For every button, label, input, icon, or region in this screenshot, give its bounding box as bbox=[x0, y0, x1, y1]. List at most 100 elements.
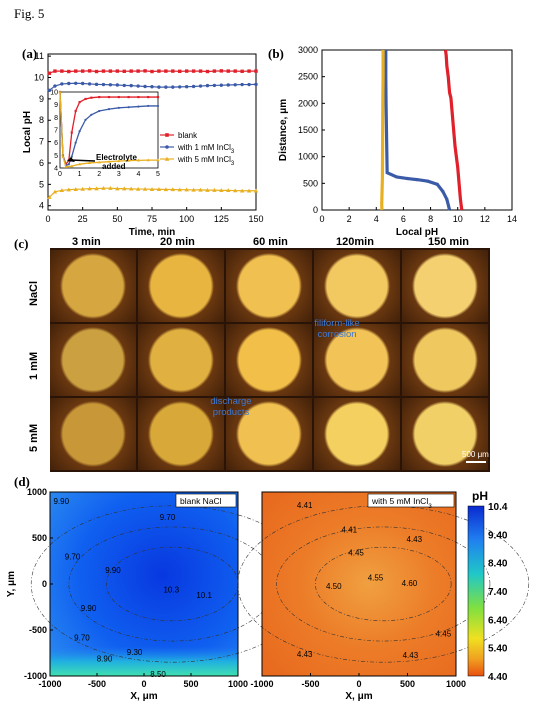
x-tick-label: 10 bbox=[453, 214, 463, 224]
data-point bbox=[233, 83, 237, 87]
data-point bbox=[84, 97, 87, 101]
row-header-1mm: 1 mM bbox=[28, 351, 40, 380]
inset-series-line bbox=[59, 91, 158, 167]
data-point bbox=[165, 133, 169, 137]
contour-label: 8.50 bbox=[150, 670, 166, 679]
y-tick-label: 5 bbox=[39, 179, 44, 189]
y-tick-label: 0 bbox=[313, 205, 318, 215]
x-tick-label: 1000 bbox=[446, 679, 466, 689]
y-tick-label: 4 bbox=[39, 201, 44, 211]
data-point bbox=[137, 95, 140, 99]
data-point bbox=[80, 186, 85, 191]
data-point bbox=[122, 186, 127, 191]
inset-y-tick-label: 4 bbox=[54, 166, 58, 173]
x-tick-label: 0 bbox=[319, 214, 324, 224]
legend-label: blank bbox=[178, 131, 198, 140]
inset-x-tick-label: 4 bbox=[136, 171, 140, 178]
row-header-nacl: NaCl bbox=[28, 280, 40, 306]
y-tick-label: 6 bbox=[39, 158, 44, 168]
data-point bbox=[184, 84, 189, 89]
data-point bbox=[84, 118, 87, 121]
data-point bbox=[135, 186, 141, 191]
contour-line bbox=[276, 526, 491, 642]
discharge-annotation: discharge products bbox=[210, 396, 252, 418]
data-point bbox=[87, 186, 92, 191]
data-point bbox=[147, 104, 150, 108]
data-point bbox=[101, 69, 106, 73]
data-point bbox=[253, 188, 259, 193]
data-point bbox=[226, 188, 231, 193]
data-point bbox=[435, 182, 439, 186]
y-axis-label: Distance, μm bbox=[278, 99, 289, 161]
x-axis-label: X, μm bbox=[345, 691, 372, 702]
colorbar-title: pH bbox=[472, 489, 488, 503]
arrow-head bbox=[67, 157, 75, 162]
data-point bbox=[94, 186, 99, 191]
data-point bbox=[47, 88, 52, 93]
data-point bbox=[137, 105, 140, 108]
x-tick-label: 25 bbox=[78, 214, 88, 224]
data-point bbox=[98, 95, 101, 99]
series-line bbox=[443, 49, 464, 211]
series-1 bbox=[47, 81, 258, 93]
series-0 bbox=[443, 49, 464, 211]
data-point bbox=[108, 69, 113, 73]
data-point bbox=[170, 187, 175, 192]
x-tick-label: 1000 bbox=[228, 679, 248, 689]
x-tick-label: 0 bbox=[45, 214, 50, 224]
data-point bbox=[47, 194, 52, 199]
data-point bbox=[147, 95, 150, 99]
data-point bbox=[171, 85, 175, 89]
y-tick-label: 7 bbox=[39, 137, 44, 147]
x-tick-label: 14 bbox=[507, 214, 517, 224]
y-tick-label: 11 bbox=[35, 51, 44, 61]
data-point bbox=[239, 188, 245, 193]
data-point bbox=[53, 84, 57, 88]
colorbar-tick-label: 10.4 bbox=[488, 502, 508, 513]
data-point bbox=[164, 156, 170, 161]
micrograph-cell bbox=[226, 398, 312, 470]
series-2 bbox=[380, 50, 385, 211]
heatmap-fill bbox=[262, 492, 456, 676]
data-point bbox=[150, 84, 154, 89]
inset-y-tick-label: 9 bbox=[54, 102, 58, 109]
legend-label: with 5 mM InCl3 bbox=[177, 155, 235, 167]
contour-label: 4.50 bbox=[326, 582, 342, 591]
data-point bbox=[115, 83, 120, 87]
micrograph-cell bbox=[314, 324, 400, 396]
data-point bbox=[178, 69, 182, 74]
data-point bbox=[163, 187, 169, 192]
data-point bbox=[405, 176, 410, 181]
inset-annotation-line2: added bbox=[102, 162, 126, 171]
data-point bbox=[143, 84, 147, 89]
x-tick-label: 2 bbox=[347, 214, 352, 224]
data-point bbox=[129, 83, 133, 88]
data-point bbox=[129, 186, 134, 191]
contour-label: 9.90 bbox=[105, 566, 121, 575]
contour-label: 9.30 bbox=[127, 648, 143, 657]
data-point bbox=[191, 69, 196, 73]
data-point bbox=[59, 188, 65, 193]
inset-y-tick-label: 10 bbox=[50, 90, 58, 97]
data-point bbox=[73, 187, 78, 191]
data-point bbox=[58, 90, 62, 94]
x-tick-label: -500 bbox=[88, 679, 106, 689]
micrograph-cell bbox=[314, 250, 400, 322]
data-point bbox=[136, 158, 140, 162]
micrograph-grid bbox=[50, 248, 490, 472]
x-tick-label: 12 bbox=[480, 214, 490, 224]
data-point bbox=[426, 179, 430, 183]
x-axis-label: X, μm bbox=[130, 691, 157, 702]
micrograph-cell bbox=[138, 398, 224, 470]
micrograph-cell bbox=[226, 250, 312, 322]
x-tick-label: 0 bbox=[141, 679, 146, 689]
legend-label: with 1 mM InCl3 bbox=[177, 143, 235, 155]
micrograph-cell bbox=[402, 250, 488, 322]
contour-label: 4.45 bbox=[348, 549, 364, 558]
data-point bbox=[233, 69, 237, 73]
data-point bbox=[52, 189, 58, 194]
inset-x-tick-label: 3 bbox=[117, 171, 121, 178]
data-point bbox=[240, 82, 244, 87]
data-point bbox=[156, 104, 160, 108]
data-point bbox=[115, 69, 120, 73]
